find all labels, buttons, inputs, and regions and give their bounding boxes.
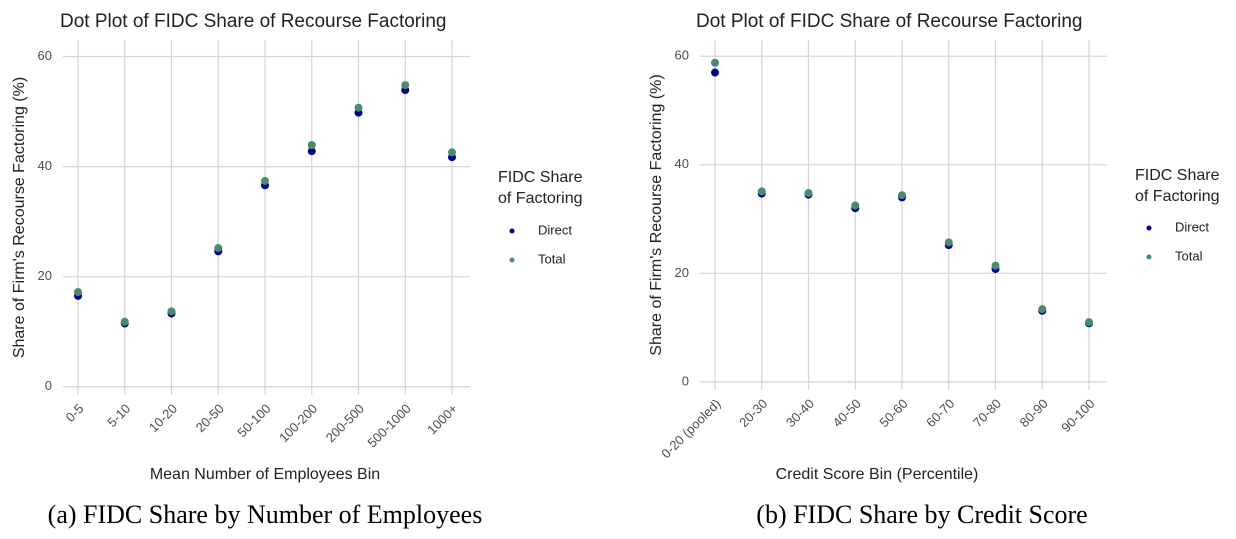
x-axis-label: Mean Number of Employees Bin	[150, 466, 380, 483]
dot	[120, 317, 129, 326]
legend-marker	[1146, 225, 1152, 231]
x-tick-label: 50-60	[876, 396, 910, 430]
caption: (a) FIDC Share by Number of Employees	[48, 500, 483, 529]
dot	[1085, 318, 1093, 327]
dot	[944, 238, 953, 247]
legend-title: FIDC Share	[498, 169, 583, 186]
y-tick-label: 60	[38, 48, 52, 63]
chart-title: Dot Plot of FIDC Share of Recourse Facto…	[60, 11, 447, 32]
chart: Dot Plot of FIDC Share of Recourse Facto…	[648, 11, 1219, 529]
dot	[711, 68, 719, 77]
dot	[167, 307, 176, 316]
x-tick-label: 1000+	[424, 401, 460, 437]
x-tick-label: 40-50	[830, 396, 864, 430]
legend-title: of Factoring	[498, 190, 582, 207]
dot	[401, 81, 410, 90]
x-tick-label: 70-80	[970, 396, 1004, 430]
x-tick-label: 0-5	[63, 401, 87, 425]
dot	[74, 288, 82, 297]
dot	[307, 141, 316, 150]
y-axis-label: Share of Firm's Recourse Factoring (%)	[648, 74, 665, 355]
x-tick-label: 50-100	[234, 401, 273, 440]
legend-label: Direct	[1175, 219, 1209, 234]
dot	[354, 103, 363, 112]
legend-marker	[1146, 254, 1152, 260]
dot	[851, 201, 860, 210]
y-tick-label: 40	[38, 158, 52, 173]
dot	[804, 189, 813, 198]
legend-title: FIDC Share	[1135, 167, 1220, 184]
y-tick-label: 20	[675, 265, 689, 280]
dot	[898, 191, 906, 200]
x-tick-label: 90-100	[1058, 396, 1097, 435]
dot	[991, 261, 1000, 270]
y-tick-label: 0	[45, 378, 52, 393]
y-tick-label: 20	[38, 268, 52, 283]
chart: Dot Plot of FIDC Share of Recourse Facto…	[11, 11, 582, 529]
legend-title: of Factoring	[1135, 188, 1219, 205]
x-tick-label: 500-1000	[364, 401, 413, 450]
x-tick-label: 0-20 (pooled)	[658, 396, 723, 461]
x-tick-label: 5-10	[104, 401, 133, 430]
x-tick-label: 80-90	[1017, 396, 1051, 430]
dot	[261, 176, 269, 185]
dot	[711, 58, 719, 67]
x-tick-label: 100-200	[276, 401, 320, 445]
y-tick-label: 0	[682, 373, 689, 388]
y-tick-label: 60	[675, 48, 689, 63]
x-tick-label: 60-70	[923, 396, 957, 430]
legend-label: Direct	[538, 222, 572, 237]
chart-title: Dot Plot of FIDC Share of Recourse Facto…	[696, 11, 1083, 32]
x-axis-label: Credit Score Bin (Percentile)	[776, 466, 979, 483]
caption: (b) FIDC Share by Credit Score	[756, 500, 1087, 529]
y-tick-label: 40	[675, 156, 689, 171]
x-tick-label: 20-30	[736, 396, 770, 430]
dot	[448, 148, 456, 157]
y-axis-label: Share of Firm's Recourse Factoring (%)	[11, 77, 28, 358]
legend-marker	[509, 257, 515, 263]
x-tick-label: 10-20	[146, 401, 180, 435]
legend-marker	[509, 228, 515, 234]
legend-label: Total	[538, 251, 566, 266]
x-tick-label: 200-500	[323, 401, 367, 445]
dot	[307, 147, 316, 156]
x-tick-label: 20-50	[193, 401, 227, 435]
dot	[214, 244, 223, 253]
x-tick-label: 30-40	[783, 396, 817, 430]
dot	[757, 187, 766, 196]
dot	[1038, 305, 1047, 314]
legend-label: Total	[1175, 248, 1203, 263]
